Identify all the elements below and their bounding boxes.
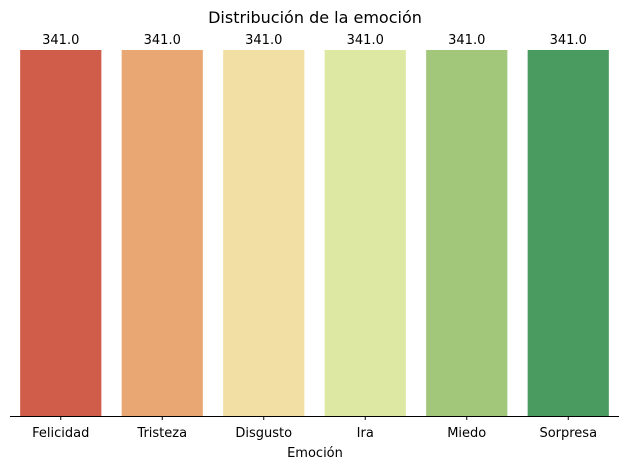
bar-miedo (426, 50, 508, 416)
x-tick-label-sorpresa: Sorpresa (539, 426, 597, 441)
x-tick-label-disgusto: Disgusto (235, 426, 292, 441)
data-label-miedo: 341.0 (448, 33, 485, 48)
chart-title: Distribución de la emoción (208, 8, 422, 27)
bar-tristeza (121, 50, 203, 416)
x-axis-label: Emoción (287, 446, 343, 461)
data-labels-group: 341.0 341.0 341.0 341.0 341.0 341.0 (42, 33, 587, 48)
x-tick-label-felicidad: Felicidad (32, 426, 89, 441)
x-tick-label-miedo: Miedo (447, 426, 486, 441)
bars-group (20, 50, 609, 416)
data-label-tristeza: 341.0 (144, 33, 181, 48)
x-tick-label-ira: Ira (357, 426, 374, 441)
data-label-sorpresa: 341.0 (550, 33, 587, 48)
bar-sorpresa (527, 50, 609, 416)
data-label-disgusto: 341.0 (245, 33, 282, 48)
bar-ira (324, 50, 406, 416)
x-tick-label-tristeza: Tristeza (136, 426, 187, 441)
bar-felicidad (20, 50, 102, 416)
x-ticks-group: Felicidad Tristeza Disgusto Ira Miedo Sorpres… (32, 416, 597, 441)
data-label-ira: 341.0 (347, 33, 384, 48)
bar-disgusto (223, 50, 305, 416)
data-label-felicidad: 341.0 (42, 33, 79, 48)
